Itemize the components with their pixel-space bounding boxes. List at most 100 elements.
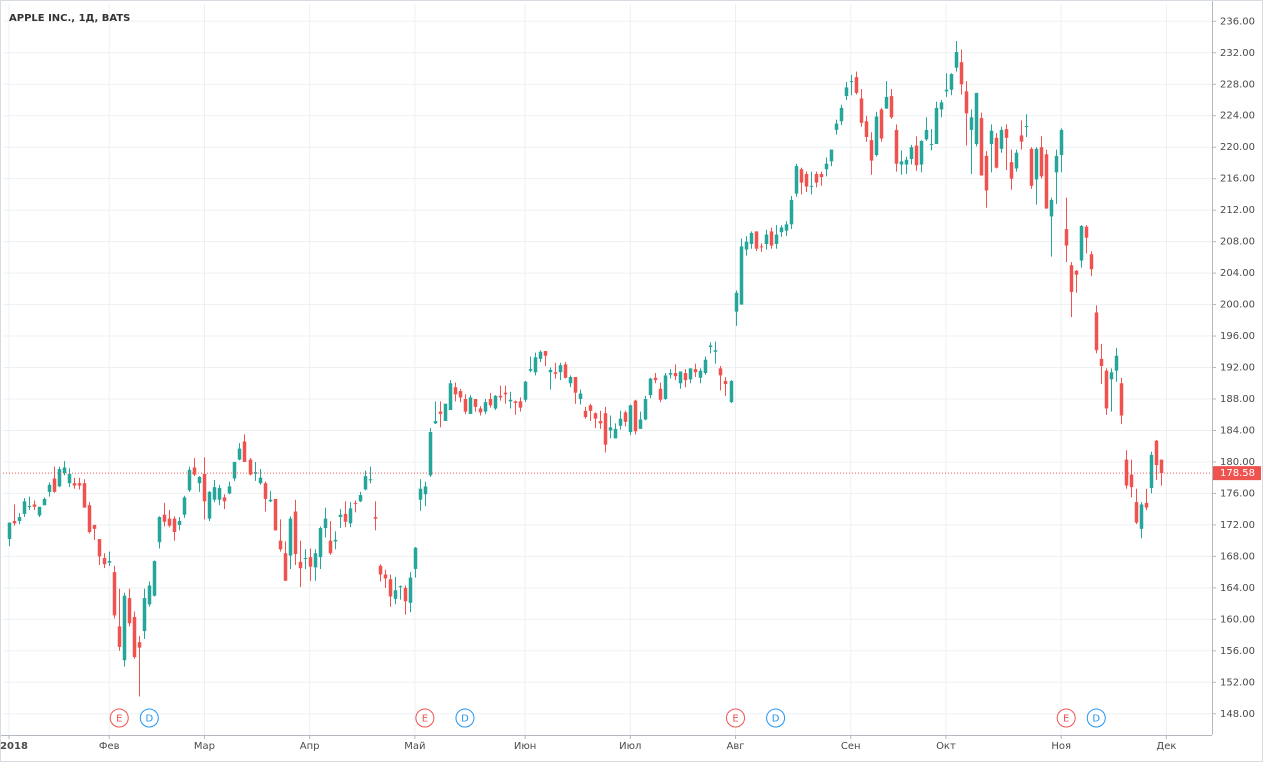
y-tick-label: 216.00 [1220,174,1255,185]
candle-body [137,642,142,648]
candle-body [1039,147,1044,177]
candle-body [764,234,769,244]
candle-body [989,130,994,145]
candle-body [718,368,723,376]
candle-body [583,410,588,418]
candle-body [212,487,217,500]
candle-body [147,585,152,605]
candle-body [1089,254,1094,270]
candle-body [1099,358,1104,366]
candle-body [588,405,593,411]
candle-body [77,483,82,486]
candle-body [62,467,67,473]
event-label: E [1063,714,1069,725]
candle-body [518,401,523,408]
y-tick-label: 196.00 [1220,331,1255,342]
event-label: D [772,714,780,725]
y-tick-label: 192.00 [1220,363,1255,374]
candle-body [528,369,533,371]
candle-body [668,373,673,375]
candle-body [207,491,212,519]
candle-body [353,502,358,504]
y-tick-label: 164.00 [1220,583,1255,594]
candle-body [1094,312,1099,351]
candle-body [227,486,232,494]
chart-title: APPLE INC., 1Д, BATS [9,13,130,24]
candle-body [608,427,613,431]
candle-body [162,514,167,522]
candle-body [548,369,553,373]
candle-body [628,405,633,433]
candle-body [919,140,924,165]
candle-body [904,159,909,165]
candle-body [72,483,77,486]
candle-body [348,508,353,524]
candle-body [708,345,713,348]
candle-body [508,399,513,402]
candle-body [418,488,423,500]
y-tick-label: 168.00 [1220,551,1255,562]
candle-body [578,393,583,400]
candle-body [698,370,703,378]
candle-body [1159,459,1164,474]
candle-body [1069,265,1074,292]
candle-body [313,553,318,568]
candle-body [1084,226,1089,238]
candle-body [568,376,573,384]
candle-body [273,498,278,531]
candle-body [744,241,749,250]
candle-body [333,539,338,542]
candle-body [42,498,47,506]
x-tick-label: Июн [514,741,536,752]
y-tick-label: 212.00 [1220,205,1255,216]
event-marker [726,708,746,728]
candle-body [939,102,944,110]
candle-body [478,408,483,413]
candle-body [112,572,117,616]
candle-body [27,506,32,508]
candle-body [1144,502,1149,508]
candle-body [303,557,308,559]
candle-body [749,232,754,244]
candle-body [974,92,979,145]
event-label: D [145,714,153,725]
candle-body [323,518,328,529]
candle-body [473,399,478,407]
candle-body [929,144,934,146]
candle-body [889,96,894,118]
candle-body [949,74,954,90]
candle-body [979,118,984,176]
candle-body [152,561,157,596]
y-tick-label: 228.00 [1220,79,1255,90]
candle-body [533,357,538,373]
y-tick-label: 200.00 [1220,300,1255,311]
candle-body [408,577,413,603]
candle-body [809,185,814,187]
candle-body [1054,155,1059,173]
candle-body [653,377,658,381]
candle-body [799,169,804,183]
candle-body [308,557,313,567]
candle-body [107,561,112,563]
event-label: E [116,714,122,725]
candle-body [438,411,443,414]
candle-body [493,395,498,409]
x-tick-label: Мар [194,741,215,752]
candle-body [1154,440,1159,466]
candle-body [217,487,222,500]
candle-body [769,231,774,246]
candle-body [1134,502,1139,523]
candle-body [278,540,283,550]
candle-body [603,413,608,445]
candle-body [47,484,52,492]
candle-body [944,89,949,92]
candle-body [192,467,197,475]
candle-body [734,292,739,312]
candle-body [22,501,27,514]
candle-body [678,371,683,384]
candle-body [909,147,914,160]
candle-body [729,380,734,403]
candle-body [263,483,268,499]
candle-body [1014,152,1019,169]
event-label: D [461,714,469,725]
